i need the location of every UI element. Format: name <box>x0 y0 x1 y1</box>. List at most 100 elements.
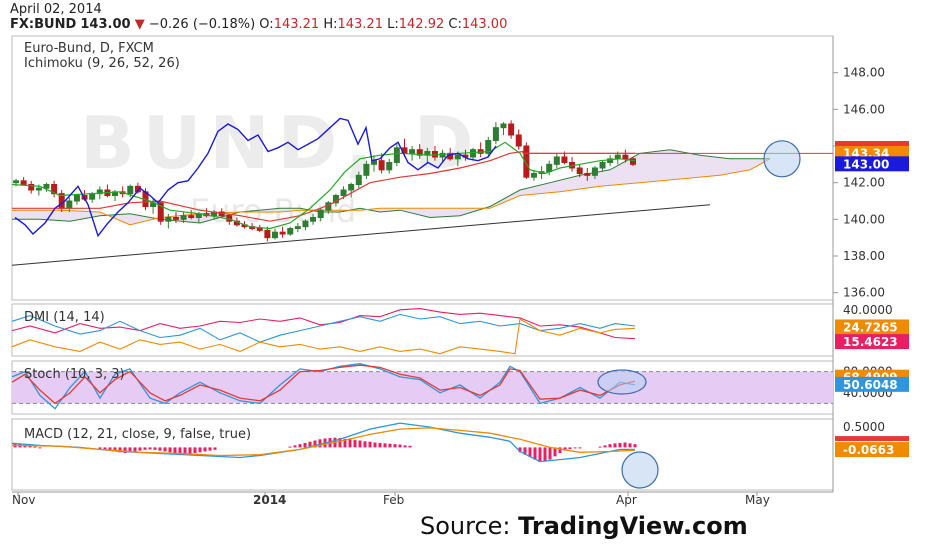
candle-body <box>157 202 164 222</box>
open-value: 143.21 <box>273 17 320 32</box>
candle-body <box>28 184 35 191</box>
macd-histogram-bar <box>558 447 562 454</box>
macd-histogram-bar <box>123 447 127 454</box>
watermark-symbol: BUND, D <box>80 101 482 185</box>
candle-body <box>576 167 583 174</box>
candle-body <box>485 140 492 154</box>
macd-histogram-bar <box>528 447 532 458</box>
candle-body <box>287 228 294 235</box>
dmi-price-tag-label: 15.4623 <box>843 335 898 349</box>
stoch-pane-title: Stoch (10, 3, 3) <box>24 367 125 382</box>
macd-y-tick: 0.5000 <box>843 420 885 434</box>
candle-body <box>35 187 42 191</box>
macd-histogram-bar <box>603 445 607 448</box>
macd-histogram-bar <box>408 445 412 448</box>
macd-histogram-bar <box>153 447 157 450</box>
senkou-span-b-line <box>12 158 771 226</box>
candle-body <box>43 184 50 189</box>
source-credit: Source: TradingView.com <box>420 512 748 540</box>
close-label: C: <box>448 17 462 32</box>
candle-body <box>439 152 446 158</box>
macd-histogram-bar <box>398 444 402 448</box>
symbol-label: FX:BUND <box>10 17 77 32</box>
dmi-price-tag-bg <box>835 319 909 335</box>
high-label: H: <box>323 17 338 32</box>
macd-histogram-bar <box>348 439 352 448</box>
macd-histogram-bar <box>553 447 557 457</box>
macd-histogram-bar <box>623 442 627 448</box>
macd-histogram-bar <box>563 447 567 451</box>
candle-body <box>180 215 187 220</box>
macd-histogram-bar <box>338 438 342 448</box>
macd-histogram-bar <box>403 445 407 448</box>
macd-histogram-bar <box>38 447 42 449</box>
macd-signal-line <box>11 427 636 457</box>
candle-body <box>188 215 195 219</box>
macd-histogram-bar <box>568 447 572 450</box>
dmi-pane-title: DMI (14, 14) <box>24 310 105 325</box>
candle-body <box>591 167 598 176</box>
candle-body <box>348 184 355 191</box>
candle-body <box>294 226 301 230</box>
macd-histogram-bar <box>393 444 397 448</box>
candle-body <box>492 127 499 141</box>
macd-histogram-bar <box>373 442 377 448</box>
macd-histogram-bar <box>543 447 547 462</box>
candle-body <box>500 123 507 129</box>
candle-body <box>302 220 309 228</box>
macd-histogram-bar <box>633 444 637 448</box>
candle-body <box>73 195 80 202</box>
macd-histogram-bar <box>368 441 372 448</box>
tenkan-sen-line <box>11 141 636 230</box>
candle-body <box>332 195 339 204</box>
candle-body <box>172 217 179 220</box>
macd-histogram-bar <box>363 441 367 448</box>
candle-body <box>416 149 423 156</box>
macd-histogram-bar <box>163 447 167 452</box>
candle-body <box>256 228 263 231</box>
macd-pane-title: MACD (12, 21, close, 9, false, true) <box>24 427 251 442</box>
macd-histogram-bar <box>188 447 192 454</box>
candle-body <box>515 134 522 147</box>
source-brand: TradingView.com <box>518 512 748 540</box>
price-tag-label: 143.00 <box>843 157 889 171</box>
ohlc-header: FX:BUND 143.00 ▼ −0.26 (−0.18%) O:143.21… <box>10 17 507 32</box>
y-tick-label: 140.00 <box>843 212 885 226</box>
macd-histogram-bar <box>128 447 132 453</box>
x-tick-label: Nov <box>12 493 35 507</box>
macd-histogram-bar <box>388 443 392 448</box>
change-value: −0.26 (−0.18%) <box>148 17 256 32</box>
candle-body <box>409 149 416 154</box>
candle-body <box>264 229 271 239</box>
candle-body <box>393 147 400 163</box>
candle-body <box>378 160 385 171</box>
price-tag-red <box>835 141 909 146</box>
candle-body <box>546 163 553 173</box>
macd-histogram-bar <box>113 447 117 452</box>
change-arrow-icon: ▼ <box>134 17 145 32</box>
macd-price-tag-bg <box>835 442 909 458</box>
stoch-price-tag-label: 50.6048 <box>843 378 898 392</box>
macd-histogram-bar <box>303 442 307 448</box>
y-tick-label: 148.00 <box>843 66 885 80</box>
macd-histogram-bar <box>133 447 137 452</box>
main-pane-title: Euro-Bund, D, FXCM <box>24 41 154 56</box>
macd-histogram-bar <box>548 447 552 460</box>
macd-histogram-bar <box>358 440 362 448</box>
macd-histogram-bar <box>313 440 317 448</box>
macd-histogram-bar <box>608 444 612 448</box>
macd-histogram-bar <box>138 447 142 451</box>
macd-histogram-bar <box>573 447 577 449</box>
close-value: 143.00 <box>461 17 508 32</box>
candle-body <box>386 162 393 171</box>
highlight-circle-main <box>763 140 801 178</box>
macd-histogram-bar <box>293 445 297 448</box>
macd-price-tag-red <box>835 436 909 442</box>
candle-body <box>355 174 362 185</box>
dmi-series-line <box>11 313 636 343</box>
source-prefix: Source: <box>420 512 519 540</box>
x-tick-label: Apr <box>616 493 637 507</box>
dmi-series-line <box>11 318 636 355</box>
stoch-band-fill <box>12 371 833 404</box>
